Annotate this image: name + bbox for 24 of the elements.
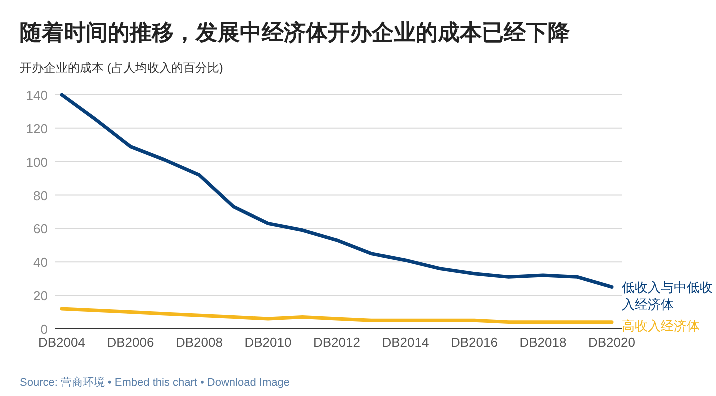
y-tick-label: 80 — [34, 188, 48, 204]
x-tick-label: DB2008 — [176, 335, 223, 350]
x-tick-label: DB2016 — [451, 335, 498, 350]
series-label: 低收入与中低收入经济体 — [622, 280, 713, 312]
y-tick-label: 40 — [34, 255, 48, 270]
line-series — [60, 307, 614, 324]
x-tick-label: DB2018 — [520, 335, 567, 350]
y-tick-label: 60 — [34, 222, 48, 237]
y-tick-label: 100 — [26, 154, 48, 170]
x-tick-label: DB2006 — [107, 335, 154, 350]
y-tick-label: 0 — [40, 322, 48, 337]
x-tick-label: DB2004 — [38, 335, 86, 350]
x-tick-label: DB2010 — [244, 335, 292, 350]
x-tick-label: DB2012 — [314, 335, 360, 350]
y-tick-label: 140 — [26, 88, 48, 103]
y-tick-label: 20 — [34, 288, 48, 304]
source-note: Source: 营商环境 • Embed this chart • Download Image — [20, 376, 290, 389]
y-axis-title: 开办企业的成本 (占人均收入的百分比) — [20, 61, 224, 75]
series-label: 高收入经济体 — [622, 318, 700, 334]
x-tick-label: DB2014 — [382, 335, 430, 350]
chart-title: 随着时间的推移，发展中经济体开办企业的成本已经下降 — [20, 20, 571, 45]
line-series — [60, 93, 614, 289]
x-tick-label: DB2020 — [588, 335, 636, 350]
y-tick-label: 120 — [26, 121, 48, 136]
